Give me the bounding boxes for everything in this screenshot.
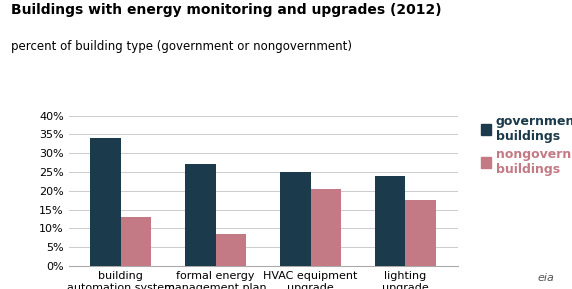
Bar — [375, 176, 406, 266]
Bar — [311, 189, 341, 266]
Text: eia: eia — [538, 273, 555, 283]
Bar — [121, 217, 151, 266]
Bar — [185, 164, 216, 266]
Bar — [406, 200, 436, 266]
Text: percent of building type (government or nongovernment): percent of building type (government or … — [11, 40, 352, 53]
Bar — [216, 234, 246, 266]
Bar — [90, 138, 121, 266]
Text: Buildings with energy monitoring and upgrades (2012): Buildings with energy monitoring and upg… — [11, 3, 442, 17]
Bar — [280, 172, 311, 266]
Legend: government
buildings, nongovernment
buildings: government buildings, nongovernment buil… — [475, 110, 572, 181]
